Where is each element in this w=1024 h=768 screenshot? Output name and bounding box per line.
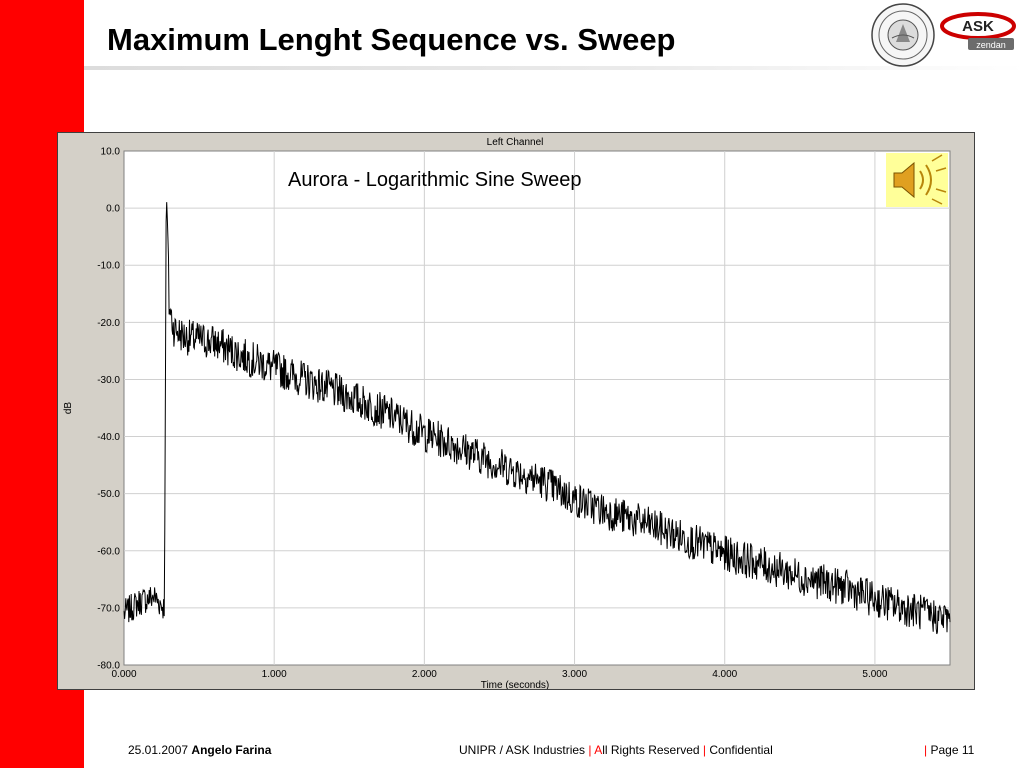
logo-brand-text: ASK — [962, 18, 994, 35]
university-seal-icon — [871, 3, 935, 67]
chart-svg: Left Channel 10.0 0.0 -10.0 -20.0 -30.0 -40.0… — [63, 137, 951, 689]
title-underline — [84, 66, 1024, 70]
footer-rights: ll Rights Reserved — [602, 743, 700, 757]
chart-frame: Left Channel 10.0 0.0 -10.0 -20.0 -30.0 -40.0… — [57, 132, 975, 690]
y-tick-label: -60.0 — [97, 546, 120, 557]
y-tick-label: -20.0 — [97, 318, 120, 329]
x-tick-label: 2.000 — [412, 669, 437, 680]
footer-separator-1: | — [588, 743, 592, 757]
logo-sub-text: zendan — [976, 40, 1006, 50]
chart-title: Left Channel — [487, 137, 544, 148]
x-tick-label: 4.000 — [712, 669, 737, 680]
y-tick-label: -50.0 — [97, 489, 120, 500]
footer-confidential: Confidential — [709, 743, 773, 757]
footer-page: Page 11 — [930, 743, 975, 757]
y-tick-label: -30.0 — [97, 375, 120, 386]
x-tick-label: 3.000 — [562, 669, 587, 680]
plot-annotation: Aurora - Logarithmic Sine Sweep — [288, 169, 581, 191]
y-tick-label: -80.0 — [97, 661, 120, 672]
footer-separator-2: | — [702, 743, 707, 757]
ask-industries-logo-icon: ASK zendan — [940, 12, 1016, 50]
y-tick-label: 0.0 — [106, 204, 120, 215]
footer-center: UNIPR / ASK Industries | All Rights Rese… — [459, 743, 773, 757]
y-tick-label: 10.0 — [101, 147, 121, 158]
tick-labels: 10.0 0.0 -10.0 -20.0 -30.0 -40.0 -50.0 -60.0 -70… — [97, 147, 888, 681]
speaker-sound-icon — [886, 153, 948, 207]
footer-right: | Page 11 — [924, 743, 974, 757]
series-line — [123, 202, 951, 635]
x-tick-label: 0.000 — [111, 669, 136, 680]
footer-org: UNIPR / ASK Industries — [459, 743, 586, 757]
footer-date: 25.01.2007 — [128, 743, 189, 757]
footer-author: Angelo Farina — [191, 743, 272, 757]
y-tick-label: -70.0 — [97, 603, 120, 614]
x-tick-label: 1.000 — [262, 669, 287, 680]
footer-rights-initial: A — [594, 743, 603, 757]
y-axis-label: dB — [63, 402, 74, 415]
footer-separator-3: | — [924, 743, 928, 757]
y-tick-label: -10.0 — [97, 261, 120, 272]
footer-left: 25.01.2007 Angelo Farina — [128, 743, 271, 757]
grid-lines — [124, 151, 950, 665]
page-title: Maximum Lenght Sequence vs. Sweep — [107, 22, 676, 57]
y-tick-label: -40.0 — [97, 432, 120, 443]
x-axis-label: Time (seconds) — [481, 680, 550, 689]
x-tick-label: 5.000 — [862, 669, 887, 680]
